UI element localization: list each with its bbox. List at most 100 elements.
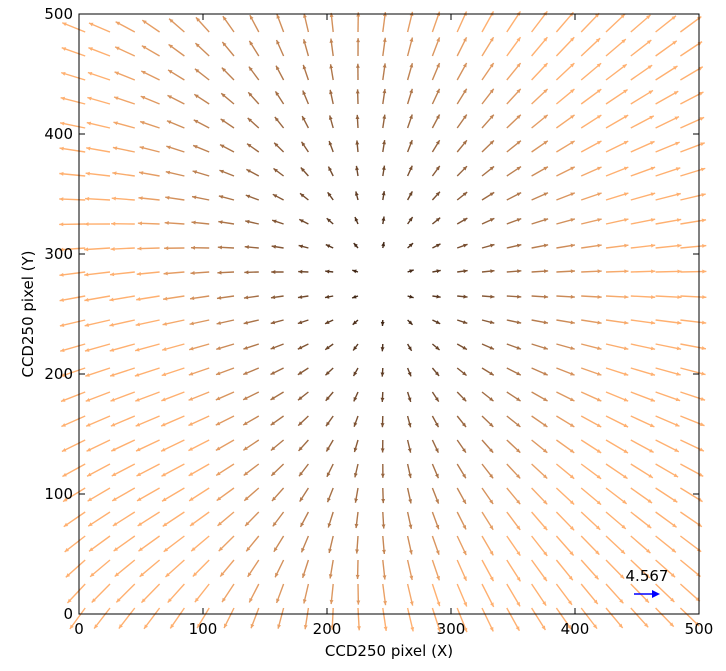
vector-arrow <box>605 295 629 299</box>
vector-arrow <box>556 218 576 225</box>
vector-arrow <box>481 294 495 299</box>
vector-arrow <box>655 167 681 177</box>
vector-arrow <box>85 367 111 377</box>
vector-arrow <box>139 146 160 153</box>
vector-arrow <box>456 243 468 249</box>
vector-arrow <box>298 218 309 225</box>
vector-arrow <box>161 463 185 477</box>
vector-arrow <box>169 607 185 629</box>
vector-arrow <box>140 70 160 81</box>
vector-arrow <box>531 535 548 557</box>
vector-arrow <box>655 269 682 274</box>
vector-arrow <box>679 535 702 553</box>
vector-arrow <box>555 11 574 33</box>
vector-arrow <box>655 295 682 300</box>
vector-arrow <box>245 194 260 201</box>
vector-arrow <box>325 439 334 452</box>
vector-arrow <box>531 243 549 249</box>
vector-arrow <box>630 64 653 81</box>
vector-arrow <box>406 88 413 105</box>
vector-arrow <box>680 319 707 325</box>
vector-arrow <box>188 463 210 477</box>
vector-arrow <box>655 192 681 201</box>
vector-arrow <box>506 367 522 376</box>
vector-arrow <box>531 487 548 505</box>
vector-arrow <box>162 319 185 326</box>
vector-arrow <box>605 13 626 33</box>
vector-arrow <box>481 243 495 249</box>
vector-arrow <box>324 319 334 325</box>
plot-frame <box>78 13 700 615</box>
vector-arrow <box>111 196 135 201</box>
vector-arrow <box>137 511 160 527</box>
vector-arrow <box>680 167 706 177</box>
vector-arrow <box>219 143 235 153</box>
vector-arrow <box>356 38 361 57</box>
vector-arrow <box>271 487 285 502</box>
vector-arrow <box>246 143 260 153</box>
vector-arrow <box>605 439 629 454</box>
vector-arrow <box>506 439 521 454</box>
vector-arrow <box>192 559 210 578</box>
vector-arrow <box>302 90 310 105</box>
vector-arrow <box>556 192 576 201</box>
vector-arrow <box>605 63 628 81</box>
vector-arrow <box>275 39 285 57</box>
vector-arrow <box>163 535 185 553</box>
vector-arrow <box>325 391 334 402</box>
vector-arrow <box>60 391 86 403</box>
vector-arrow <box>655 15 677 33</box>
vector-arrow <box>193 93 210 105</box>
vector-arrow <box>380 439 385 453</box>
vector-arrow <box>355 89 360 105</box>
vector-arrow <box>109 367 136 377</box>
vector-arrow <box>456 165 468 177</box>
vector-arrow <box>59 247 86 252</box>
vector-arrow <box>215 367 235 376</box>
vector-arrow <box>194 68 210 81</box>
vector-arrow <box>680 269 707 274</box>
vector-arrow <box>160 415 185 427</box>
vector-arrow <box>481 62 495 81</box>
vector-arrow <box>506 487 521 505</box>
vector-arrow <box>326 463 334 478</box>
vector-arrow <box>407 242 414 249</box>
vector-arrow <box>192 170 210 177</box>
vector-arrow <box>64 535 86 553</box>
vector-arrow <box>605 319 629 325</box>
vector-arrow <box>244 245 259 250</box>
vector-arrow <box>110 439 136 452</box>
y-tick-label: 500 <box>44 5 73 23</box>
vector-arrow <box>407 319 414 326</box>
vector-arrow <box>84 343 111 352</box>
vector-arrow <box>531 294 549 299</box>
vector-arrow <box>381 216 386 225</box>
vector-arrow <box>406 511 413 530</box>
vector-arrow <box>506 191 522 201</box>
vector-arrow <box>630 295 656 299</box>
vector-arrow <box>61 22 86 33</box>
vector-arrow <box>456 114 468 129</box>
vector-arrow <box>630 511 652 529</box>
vector-arrow <box>580 415 602 428</box>
vector-arrow <box>270 367 284 376</box>
vector-arrow <box>85 171 111 177</box>
vector-arrow <box>355 559 360 580</box>
vector-arrow <box>84 247 111 252</box>
vector-arrow <box>248 40 260 57</box>
vector-arrow <box>457 294 468 299</box>
vector-arrow <box>162 511 185 527</box>
vector-arrow <box>243 295 259 300</box>
vector-arrow <box>65 559 86 578</box>
axis-ticks: 0 100 200 300 400 500 0 100 200 300 400 500 <box>44 5 713 638</box>
vector-arrow <box>406 37 414 57</box>
vector-arrow <box>135 391 160 402</box>
vector-arrow <box>59 121 86 129</box>
vector-arrow <box>531 36 548 57</box>
vector-arrow <box>380 391 385 402</box>
vector-arrow <box>630 192 656 201</box>
vector-arrow <box>481 367 495 376</box>
vector-arrow <box>456 139 468 153</box>
vector-arrow <box>406 559 414 581</box>
vector-arrow <box>164 221 185 225</box>
